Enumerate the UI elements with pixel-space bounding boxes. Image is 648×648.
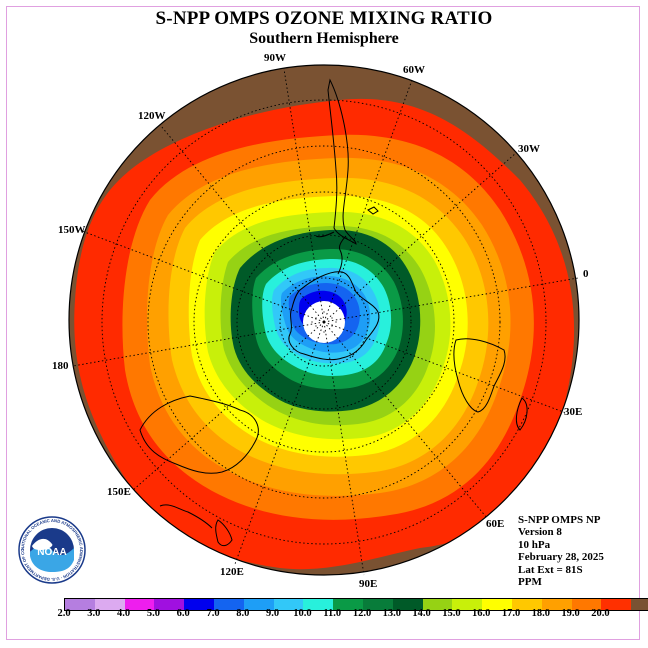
colorbar-tick-label: 10.0 bbox=[293, 608, 312, 619]
colorbar-tick-label: 4.0 bbox=[117, 608, 131, 619]
lon-label-30w: 30W bbox=[518, 143, 540, 155]
coastline-falklands bbox=[367, 206, 379, 215]
colorbar-tick-label: 12.0 bbox=[352, 608, 372, 619]
lon-label-180: 180 bbox=[52, 360, 69, 372]
colorbar-segment bbox=[94, 599, 125, 610]
colorbar-segment bbox=[392, 599, 423, 610]
colorbar-segment bbox=[213, 599, 244, 610]
colorbar-tick-label: 13.0 bbox=[382, 608, 401, 619]
colorbar-segment bbox=[541, 599, 572, 610]
colorbar-segment bbox=[601, 599, 632, 610]
info-units: PPM bbox=[518, 576, 542, 589]
colorbar-segment bbox=[333, 599, 363, 610]
colorbar-tick-label: 16.0 bbox=[472, 608, 491, 619]
longitude-gridlines bbox=[72, 68, 579, 576]
coastline-africa bbox=[453, 338, 506, 413]
colorbar-tick-label: 17.0 bbox=[501, 608, 521, 619]
info-lat-ext: Lat Ext = 81S bbox=[518, 563, 583, 576]
colorbar-tick-label: 6.0 bbox=[176, 608, 190, 619]
noaa-logo: NATIONAL OCEANIC AND ATMOSPHERIC ADMINIS… bbox=[18, 516, 86, 584]
colorbar-tick-label: 18.0 bbox=[531, 608, 550, 619]
colorbar-tick-label: 11.0 bbox=[323, 608, 342, 619]
colorbar-tick-label: 7.0 bbox=[206, 608, 220, 619]
info-date: February 28, 2025 bbox=[518, 551, 604, 564]
colorbar-tick-label: 3.0 bbox=[87, 608, 101, 619]
colorbar-tick-label: 8.0 bbox=[236, 608, 250, 619]
coastline-south-america bbox=[327, 78, 357, 245]
coastline-australia bbox=[139, 395, 259, 474]
lon-label-30e: 30E bbox=[564, 406, 583, 418]
colorbar-tick-label: 9.0 bbox=[266, 608, 280, 619]
colorbar-segment bbox=[482, 599, 512, 610]
colorbar-segment bbox=[631, 599, 648, 610]
latitude-gridlines bbox=[101, 99, 547, 545]
colorbar-segment bbox=[452, 599, 483, 610]
lon-label-90w: 90W bbox=[264, 52, 286, 64]
noaa-logo-text: NOAA bbox=[37, 547, 66, 558]
map-boundary bbox=[68, 64, 580, 576]
lon-label-60e: 60E bbox=[486, 518, 505, 530]
coastline-tierra bbox=[315, 231, 335, 238]
coastline-new-zealand bbox=[215, 519, 233, 547]
lon-label-120w: 120W bbox=[138, 110, 166, 122]
colorbar-segment bbox=[184, 599, 214, 610]
colorbar-segment bbox=[571, 599, 602, 610]
colorbar-tick-label: 20.0 bbox=[591, 608, 610, 619]
colorbar-tick-label: 15.0 bbox=[442, 608, 461, 619]
colorbar-segment bbox=[65, 599, 95, 610]
colorbar-tick-label: 14.0 bbox=[412, 608, 431, 619]
lon-label-90e: 90E bbox=[359, 578, 378, 590]
coastline-madagascar bbox=[515, 397, 528, 431]
colorbar-segment bbox=[273, 599, 304, 610]
lon-label-120e: 120E bbox=[220, 566, 244, 578]
colorbar-segment bbox=[243, 599, 274, 610]
coastline-antarctica bbox=[288, 271, 380, 361]
colorbar-tick-label: 2.0 bbox=[57, 608, 71, 619]
colorbar bbox=[64, 598, 648, 611]
lon-label-150w: 150W bbox=[58, 224, 86, 236]
map-subtitle: Southern Hemisphere bbox=[249, 30, 399, 47]
colorbar-tick-label: 19.0 bbox=[561, 608, 580, 619]
figure-frame bbox=[6, 6, 640, 640]
colorbar-segment bbox=[511, 599, 542, 610]
lon-label-150e: 150E bbox=[107, 486, 131, 498]
colorbar-segment bbox=[422, 599, 453, 610]
lon-label-0: 0 bbox=[583, 268, 589, 280]
colorbar-segment bbox=[303, 599, 334, 610]
lon-label-60w: 60W bbox=[403, 64, 425, 76]
map-info: S-NPP OMPS NP Version 8 10 hPa February … bbox=[518, 514, 604, 588]
colorbar-segment bbox=[362, 599, 393, 610]
info-instrument: S-NPP OMPS NP bbox=[518, 514, 601, 526]
colorbar-segment bbox=[154, 599, 185, 610]
info-pressure: 10 hPa bbox=[518, 538, 551, 551]
map-title: S-NPP OMPS OZONE MIXING RATIO bbox=[155, 8, 493, 29]
coastline-antarctic-peninsula bbox=[337, 235, 347, 275]
colorbar-segment bbox=[124, 599, 155, 610]
colorbar-tick-label: 5.0 bbox=[146, 608, 160, 619]
info-version: Version 8 bbox=[518, 526, 562, 539]
coastlines bbox=[139, 78, 528, 547]
coastline-east-cape bbox=[159, 504, 213, 529]
